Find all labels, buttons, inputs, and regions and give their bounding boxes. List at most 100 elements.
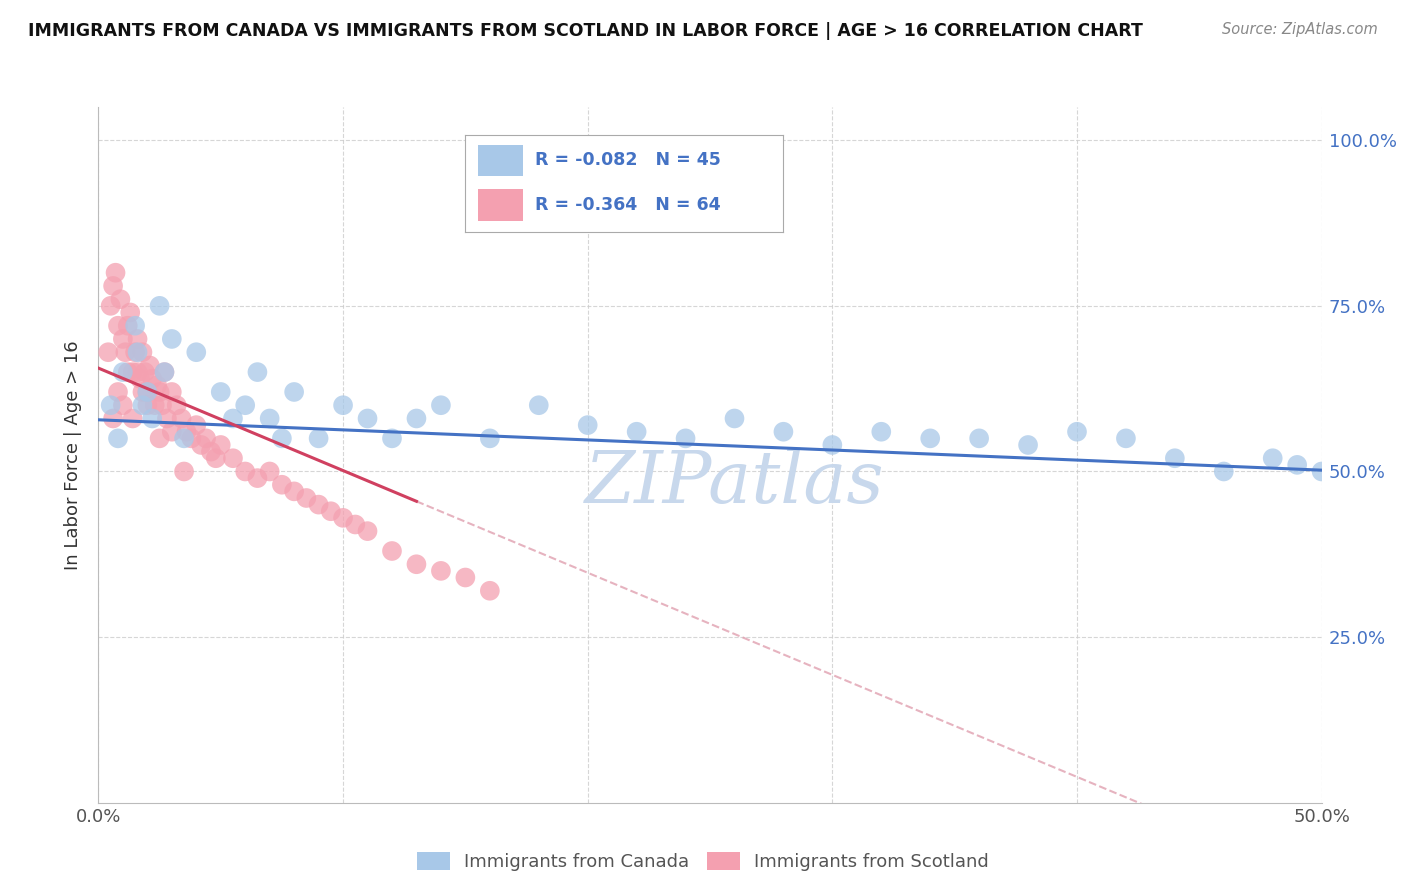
Point xyxy=(141,411,163,425)
Point xyxy=(104,266,127,280)
Point xyxy=(101,411,124,425)
Point xyxy=(136,384,159,399)
Point xyxy=(127,332,149,346)
Point xyxy=(114,345,136,359)
Point xyxy=(120,305,142,319)
Point xyxy=(295,491,318,505)
Point xyxy=(131,345,153,359)
Point xyxy=(136,398,159,412)
Point xyxy=(283,384,305,399)
Point xyxy=(675,431,697,445)
Point xyxy=(344,517,367,532)
Point xyxy=(101,279,124,293)
Point xyxy=(246,365,269,379)
Point xyxy=(259,465,281,479)
Point xyxy=(186,418,208,433)
Point xyxy=(870,425,893,439)
Point xyxy=(186,345,208,359)
Point xyxy=(319,504,342,518)
Point xyxy=(139,359,162,373)
Point xyxy=(149,431,172,445)
Point xyxy=(1066,425,1088,439)
Point xyxy=(527,398,550,412)
Point xyxy=(111,332,134,346)
Point xyxy=(233,465,256,479)
Point xyxy=(131,398,153,412)
Point xyxy=(270,431,294,445)
Point xyxy=(1286,458,1309,472)
Point xyxy=(381,544,404,558)
Point xyxy=(156,411,179,425)
Point xyxy=(209,384,232,399)
Point xyxy=(1115,431,1137,445)
Text: IMMIGRANTS FROM CANADA VS IMMIGRANTS FROM SCOTLAND IN LABOR FORCE | AGE > 16 COR: IMMIGRANTS FROM CANADA VS IMMIGRANTS FRO… xyxy=(28,22,1143,40)
Point xyxy=(723,411,745,425)
Point xyxy=(233,398,256,412)
Point xyxy=(173,431,195,445)
Point xyxy=(576,418,599,433)
Point xyxy=(110,292,132,306)
Point xyxy=(1261,451,1284,466)
Point xyxy=(626,425,648,439)
Point xyxy=(332,398,354,412)
Point xyxy=(117,318,139,333)
Point xyxy=(173,465,195,479)
Point xyxy=(150,398,173,412)
Point xyxy=(107,384,129,399)
Point xyxy=(270,477,294,491)
Point xyxy=(246,471,269,485)
Point xyxy=(124,318,146,333)
Point xyxy=(160,425,183,439)
Point xyxy=(430,398,453,412)
Point xyxy=(153,365,176,379)
Point xyxy=(283,484,305,499)
Point xyxy=(195,431,218,445)
Text: Source: ZipAtlas.com: Source: ZipAtlas.com xyxy=(1222,22,1378,37)
Point xyxy=(117,365,139,379)
Point xyxy=(97,345,120,359)
Point xyxy=(131,384,153,399)
Point xyxy=(190,438,212,452)
Point xyxy=(176,425,198,439)
Point xyxy=(153,365,176,379)
Text: ZIPatlas: ZIPatlas xyxy=(585,448,884,518)
Point xyxy=(121,411,143,425)
Point xyxy=(222,411,245,425)
Point xyxy=(1017,438,1039,452)
Point xyxy=(454,570,477,584)
Point xyxy=(1164,451,1187,466)
Point xyxy=(332,511,354,525)
Point xyxy=(821,438,844,452)
Point xyxy=(170,411,193,425)
Point xyxy=(356,524,378,538)
Point xyxy=(478,583,501,598)
Point xyxy=(1310,465,1333,479)
Point xyxy=(381,431,404,445)
Point xyxy=(111,365,134,379)
Point xyxy=(166,398,188,412)
Point xyxy=(146,378,169,392)
Point xyxy=(124,345,146,359)
Point xyxy=(129,372,152,386)
Point xyxy=(100,398,122,412)
Point xyxy=(149,384,172,399)
Point xyxy=(222,451,245,466)
Point xyxy=(772,425,794,439)
Point xyxy=(205,451,228,466)
Point xyxy=(920,431,942,445)
Point xyxy=(1212,465,1234,479)
Point xyxy=(405,411,427,425)
Point xyxy=(160,332,183,346)
Point xyxy=(405,558,427,572)
Point xyxy=(149,299,172,313)
Point xyxy=(134,365,156,379)
Point xyxy=(107,318,129,333)
Point xyxy=(308,431,330,445)
Point xyxy=(143,398,166,412)
Point xyxy=(967,431,990,445)
Point xyxy=(308,498,330,512)
Legend: Immigrants from Canada, Immigrants from Scotland: Immigrants from Canada, Immigrants from … xyxy=(411,845,995,879)
Point xyxy=(430,564,453,578)
Point xyxy=(100,299,122,313)
Point xyxy=(259,411,281,425)
